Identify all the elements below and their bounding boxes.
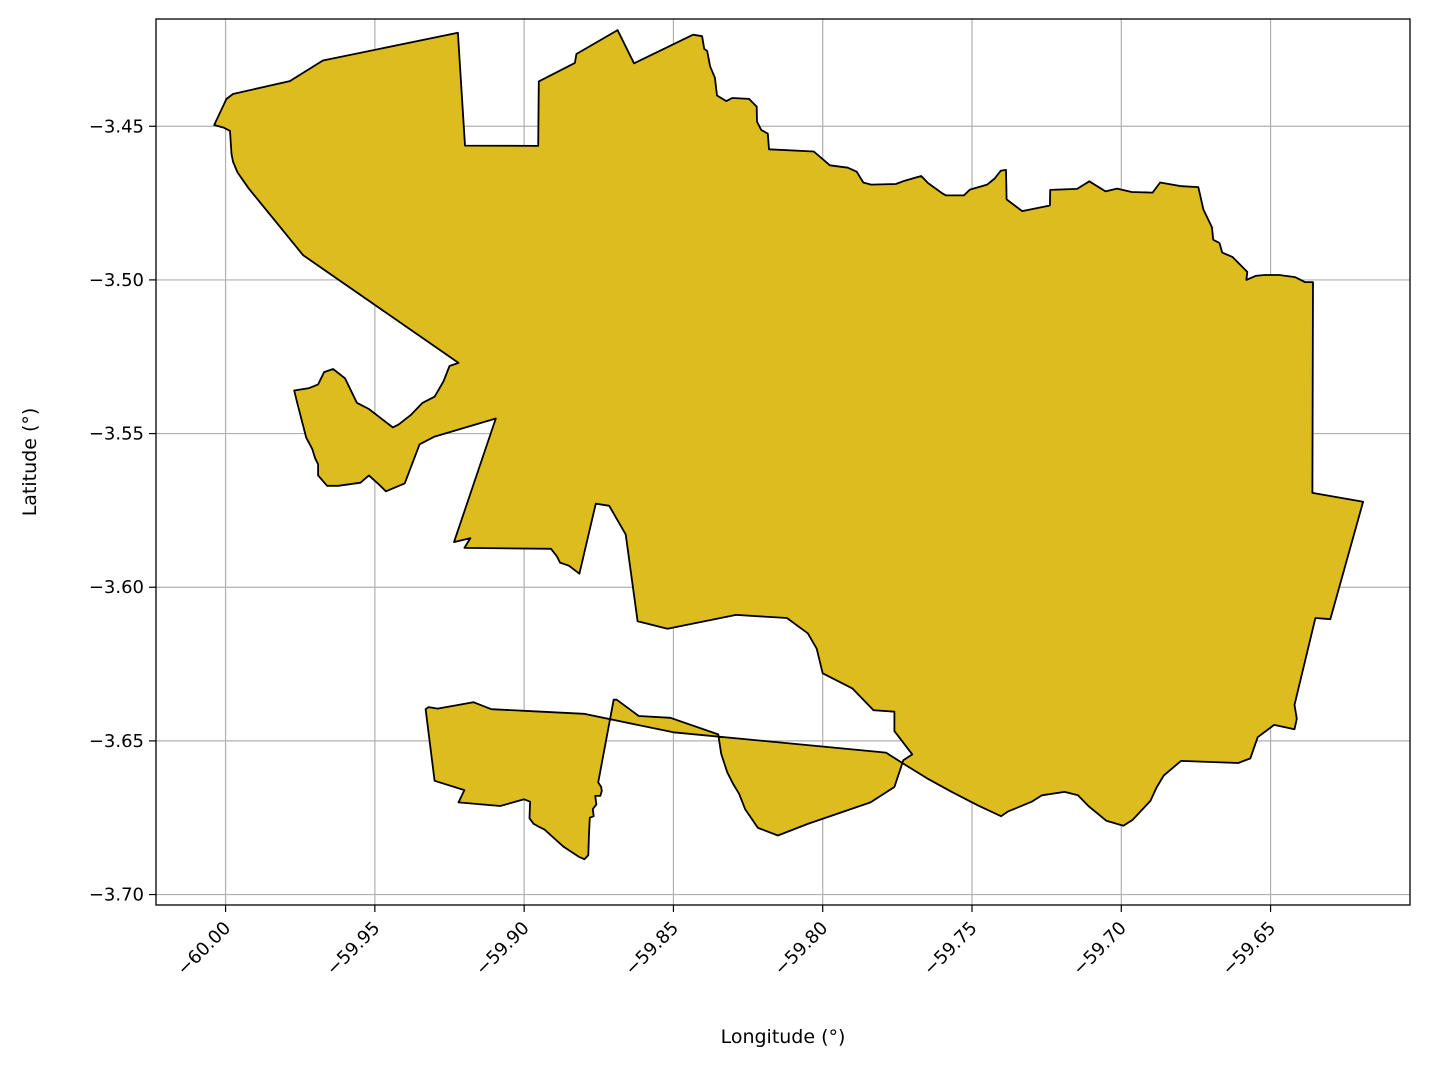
y-tick-label: −3.45 (89, 116, 144, 137)
y-axis-title: Latitude (°) (19, 408, 41, 517)
axes-frame (155, 18, 1411, 906)
x-axis-title: Longitude (°) (721, 1026, 846, 1048)
y-tick-label: −3.70 (89, 885, 144, 906)
region-polygon (213, 29, 1364, 861)
y-tick-label: −3.55 (89, 424, 144, 445)
y-tick-label: −3.65 (89, 731, 144, 752)
y-tick-label: −3.60 (89, 577, 144, 598)
y-tick-label: −3.50 (89, 270, 144, 291)
